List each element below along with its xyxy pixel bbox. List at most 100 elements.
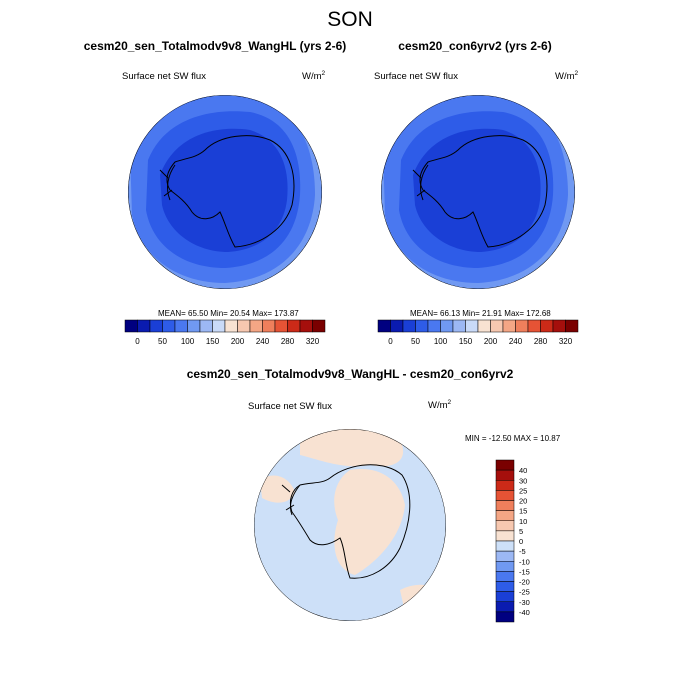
panel3-units: W/m2 [428, 399, 452, 412]
panel3-stats: MIN = -12.50 MAX = 10.87 [465, 434, 561, 443]
panel1-colorbar-tick-label: 280 [281, 337, 295, 346]
panel3-colorbar-tick-label: 0 [519, 537, 523, 546]
panel2-colorbar-tick-label: 100 [434, 337, 448, 346]
panel3-colorbar-box [495, 540, 515, 552]
panel1-colorbar-box [262, 319, 276, 333]
panel1-fill-core [160, 128, 288, 252]
panel1-stats: MEAN= 65.50 Min= 20.54 Max= 173.87 [158, 309, 299, 318]
panel1-colorbar-tick-label: 0 [135, 337, 140, 346]
panel1-colorbar-tick-label: 100 [181, 337, 195, 346]
panel3-patch-positive-a [300, 429, 404, 467]
panel2-title: cesm20_con6yrv2 (yrs 2-6) [398, 39, 552, 53]
panel3-colorbar-tick-label: 25 [519, 486, 527, 495]
panel2-colorbar-box [515, 319, 529, 333]
panel1-colorbar-tick-label: 150 [206, 337, 220, 346]
panel1-colorbar-box [137, 319, 151, 333]
panel3-coast-antarctica [289, 464, 411, 579]
panel3-colorbar-tick-label: -15 [519, 567, 530, 576]
page-title: SON [327, 8, 373, 31]
panel3-colorbar-tick-label: 5 [519, 527, 523, 536]
panel3-colorbar-box [495, 480, 515, 491]
panel2-colorbar-tick-label: 0 [388, 337, 393, 346]
panel2-colorbar-tick-label: 320 [559, 337, 573, 346]
panel2-colorbar-box [440, 319, 454, 333]
panel3-colorbar-box [495, 561, 515, 572]
panel1-coast-antarctica [166, 135, 295, 248]
panel1-colorbar-box [124, 319, 138, 333]
panel2-colorbar-box [390, 319, 404, 333]
panel1-map [128, 95, 322, 289]
panel2-colorbar-box [540, 319, 554, 333]
panel1-units: W/m2 [302, 70, 326, 83]
panel1-field-label: Surface net SW flux [122, 71, 206, 82]
panel2-fill-core [413, 128, 541, 252]
panel1-colorbar-tick-label: 320 [306, 337, 320, 346]
panel3-colorbar-tick-label: -25 [519, 588, 530, 597]
panel3-colorbar-tick-label: 30 [519, 476, 527, 485]
panel1-colorbar-box [274, 319, 288, 333]
panel2-colorbar-box [552, 319, 566, 333]
panel3-colorbar-box [495, 490, 515, 501]
panel2-colorbar-box [565, 319, 579, 333]
panel1-colorbar-tick-label: 200 [231, 337, 245, 346]
panel3-coast-peninsula [281, 484, 301, 516]
panel1-colorbar-box [149, 319, 163, 333]
panel1-colorbar-box [224, 319, 238, 333]
panel1-colorbar-tick-label: 50 [158, 337, 167, 346]
panel2-colorbar-box [452, 319, 466, 333]
panel3-colorbar-box [495, 601, 515, 613]
panel2-colorbar-box [377, 319, 391, 333]
panel2-colorbar-tick-label: 240 [509, 337, 523, 346]
panel3-colorbar-tick-label: -10 [519, 557, 530, 566]
panel2-colorbar-tick-label: 150 [459, 337, 473, 346]
panel1-colorbar-tick-label: 240 [256, 337, 270, 346]
panel3-colorbar-box [495, 591, 515, 602]
panel2-colorbar-box [402, 319, 416, 333]
panel3-patch-positive-d [400, 584, 445, 616]
panel2-colorbar-box [415, 319, 429, 333]
panel1-colorbar-box [312, 319, 326, 333]
panel2-colorbar-tick-label: 280 [534, 337, 548, 346]
panel2-coast-peninsula [412, 164, 429, 201]
panel3-patch-positive-c [260, 475, 295, 503]
panel1-colorbar-box [237, 319, 251, 333]
panel3-colorbar-tick-label: 20 [519, 497, 527, 506]
panel3-colorbar-box [495, 500, 515, 511]
panel3-colorbar-tick-label: -5 [519, 547, 526, 556]
panel3-colorbar-tick-label: 40 [519, 466, 527, 475]
panel1-colorbar-box [287, 319, 301, 333]
panel2-field-label: Surface net SW flux [374, 71, 458, 82]
panel2-colorbar: 0 50 100 150 200 240 280 320 [377, 319, 579, 346]
panel3-field-label: Surface net SW flux [248, 401, 332, 412]
panel3-map [254, 429, 446, 621]
panel2-units: W/m2 [555, 70, 579, 83]
panel2-colorbar-box [527, 319, 541, 333]
panel2-colorbar-box [465, 319, 479, 333]
panel1-colorbar-box [199, 319, 213, 333]
panel1-title: cesm20_sen_Totalmodv9v8_WangHL (yrs 2-6) [83, 39, 347, 53]
panel3-colorbar-tick-label: -30 [519, 598, 530, 607]
panel3-colorbar-tick-label: 15 [519, 507, 527, 516]
panel3-colorbar-tick-label: -40 [519, 608, 530, 617]
panel2-colorbar-tick-label: 200 [484, 337, 498, 346]
panel2-map [381, 95, 575, 289]
panel2-colorbar-box [427, 319, 441, 333]
panel2-colorbar-box [477, 319, 491, 333]
panel2-colorbar-box [490, 319, 504, 333]
panel3-colorbar-box [495, 459, 515, 471]
panel1-colorbar-box [249, 319, 263, 333]
panel2-stats: MEAN= 66.13 Min= 21.91 Max= 172.68 [410, 309, 551, 318]
panel3-colorbar-box [495, 469, 515, 481]
panel1-coast-peninsula [159, 164, 176, 201]
panel1-colorbar-box [162, 319, 176, 333]
panel3-colorbar-box [495, 550, 515, 562]
panel3-colorbar-tick-label: 10 [519, 517, 527, 526]
panel2-colorbar-tick-label: 50 [411, 337, 420, 346]
panel2-coast-antarctica [419, 135, 548, 248]
panel1-colorbar-box [212, 319, 226, 333]
panel3-title: cesm20_sen_Totalmodv9v8_WangHL - cesm20_… [186, 367, 514, 381]
panel2-colorbar-box [502, 319, 516, 333]
panel3-colorbar-box [495, 520, 515, 532]
